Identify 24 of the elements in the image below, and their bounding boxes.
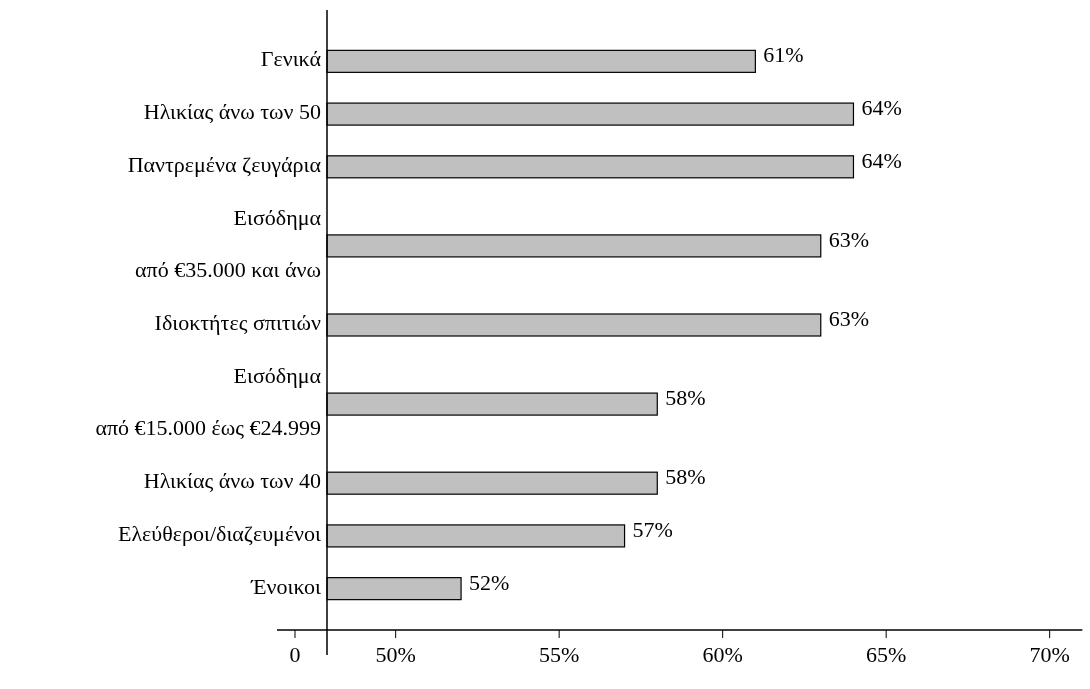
y-tick-label: Ηλικίας άνω των 50 bbox=[143, 99, 321, 125]
data-label: 58% bbox=[665, 464, 706, 490]
x-tick-label: 65% bbox=[866, 642, 907, 667]
y-tick-label: Παντρεμένα ζευγάρια bbox=[127, 151, 322, 177]
x-tick-label: 70% bbox=[1029, 642, 1070, 667]
data-label: 57% bbox=[632, 516, 673, 542]
data-label: 63% bbox=[828, 306, 870, 332]
data-label: 58% bbox=[665, 385, 706, 411]
data-label: 64% bbox=[861, 147, 902, 173]
data-label: 52% bbox=[469, 569, 510, 595]
data-label: 61% bbox=[763, 42, 804, 68]
data-label: 64% bbox=[861, 95, 902, 121]
category-label: Εισόδημα από €15.000 έως €24.999 bbox=[95, 362, 321, 441]
data-label: 63% bbox=[828, 226, 870, 252]
category-label: Εισόδημα από €35.000 και άνω bbox=[135, 204, 321, 283]
text: 0 bbox=[289, 642, 301, 667]
y-tick-label: Ελεύθεροι/διαζευμένοι bbox=[118, 520, 322, 546]
y-tick-label: Γενικά bbox=[260, 46, 322, 72]
x-tick-label: 60% bbox=[702, 642, 743, 667]
x-tick-label: 50% bbox=[375, 642, 416, 667]
y-tick-label: Ηλικίας άνω των 40 bbox=[143, 468, 321, 494]
y-tick-label: Ένοικοι bbox=[250, 573, 322, 599]
x-tick-label: 55% bbox=[539, 642, 580, 667]
y-tick-label: Ιδιοκτήτες σπιτιών bbox=[154, 310, 322, 336]
